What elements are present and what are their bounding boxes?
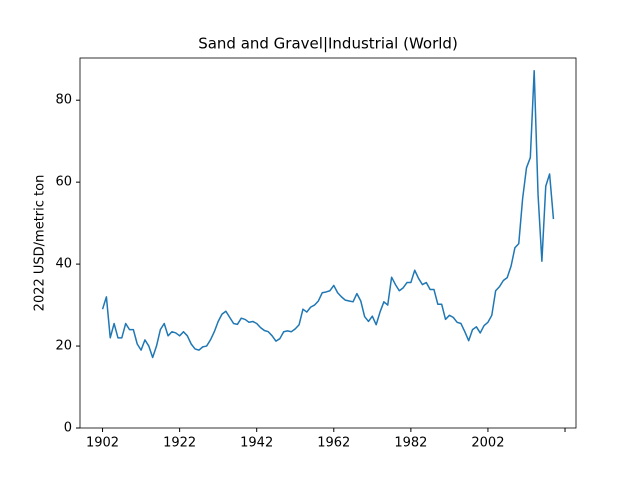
x-tick-label: 2002	[471, 436, 504, 451]
x-tick-label: 1942	[240, 436, 273, 451]
x-tick-label: 1962	[317, 436, 350, 451]
x-tick-label: 1922	[163, 436, 196, 451]
x-tick-label: 1982	[394, 436, 427, 451]
y-tick-label: 80	[55, 93, 72, 108]
y-tick-label: 60	[55, 175, 72, 190]
series-line	[101, 69, 555, 359]
y-tick-label: 40	[55, 257, 72, 272]
y-tick-label: 20	[55, 339, 72, 354]
y-axis-label: 2022 USD/metric ton	[33, 175, 48, 312]
y-tick-label: 0	[64, 421, 72, 436]
plot-frame	[79, 57, 577, 429]
chart-title: Sand and Gravel|Industrial (World)	[198, 35, 458, 53]
x-tick-label: 1902	[86, 436, 119, 451]
